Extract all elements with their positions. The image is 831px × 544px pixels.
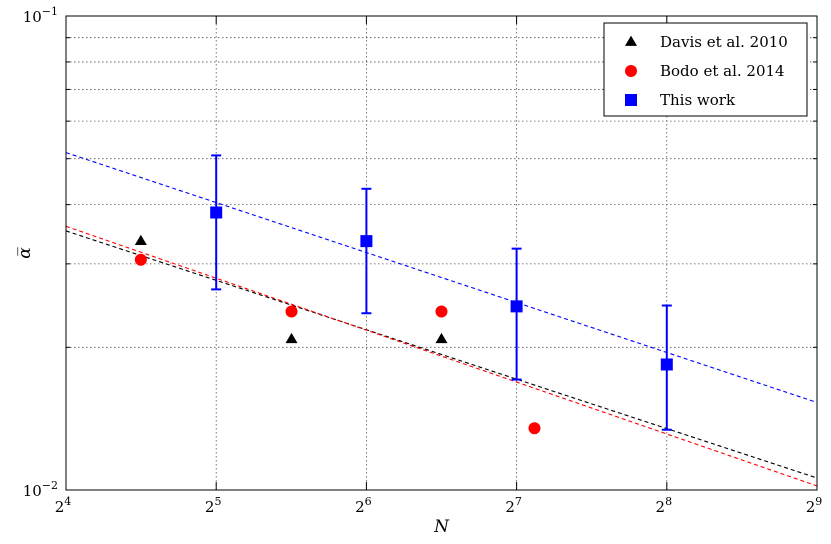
bodo-et-al-2014-point [435, 305, 448, 318]
fit-line [66, 152, 817, 403]
legend-marker [625, 65, 637, 77]
x-tick-label: 28 [656, 495, 673, 516]
y-tick-label: 10−1 [23, 5, 58, 26]
axis-ticks: 24 25 26 27 28 29 10−2 10−1 [23, 5, 823, 516]
legend-label: This work [660, 91, 736, 109]
davis-et-al-2010-point [435, 332, 448, 344]
this-work-point [360, 235, 373, 248]
x-tick-label: 25 [205, 495, 222, 516]
data-markers [134, 154, 673, 435]
this-work-point [660, 358, 673, 371]
davis-et-al-2010-point [285, 332, 298, 344]
fit-line [66, 225, 817, 487]
davis-et-al-2010-point [134, 234, 147, 246]
legend-label: Davis et al. 2010 [660, 33, 788, 51]
x-tick-label: 26 [355, 495, 372, 516]
fit-line [66, 230, 817, 479]
x-axis-label: N [433, 517, 450, 537]
x-tick-label: 27 [505, 495, 522, 516]
this-work-point [510, 300, 523, 313]
legend: Davis et al. 2010 Bodo et al. 2014 This wo… [603, 22, 808, 117]
legend-marker [625, 35, 637, 46]
this-work-point [210, 206, 223, 219]
legend-marker [625, 94, 637, 106]
legend-label: Bodo et al. 2014 [660, 62, 785, 80]
bodo-et-al-2014-point [134, 253, 147, 266]
x-tick-label: 24 [55, 495, 72, 516]
x-tick-label: 29 [806, 495, 823, 516]
y-tick-label: 10−2 [23, 479, 58, 500]
bodo-et-al-2014-point [528, 422, 541, 435]
plot-frame [65, 15, 818, 491]
bodo-et-al-2014-point [285, 305, 298, 318]
legend-box [603, 22, 808, 117]
fit-lines [66, 152, 817, 487]
y-axis-label: α̅ [15, 247, 35, 259]
